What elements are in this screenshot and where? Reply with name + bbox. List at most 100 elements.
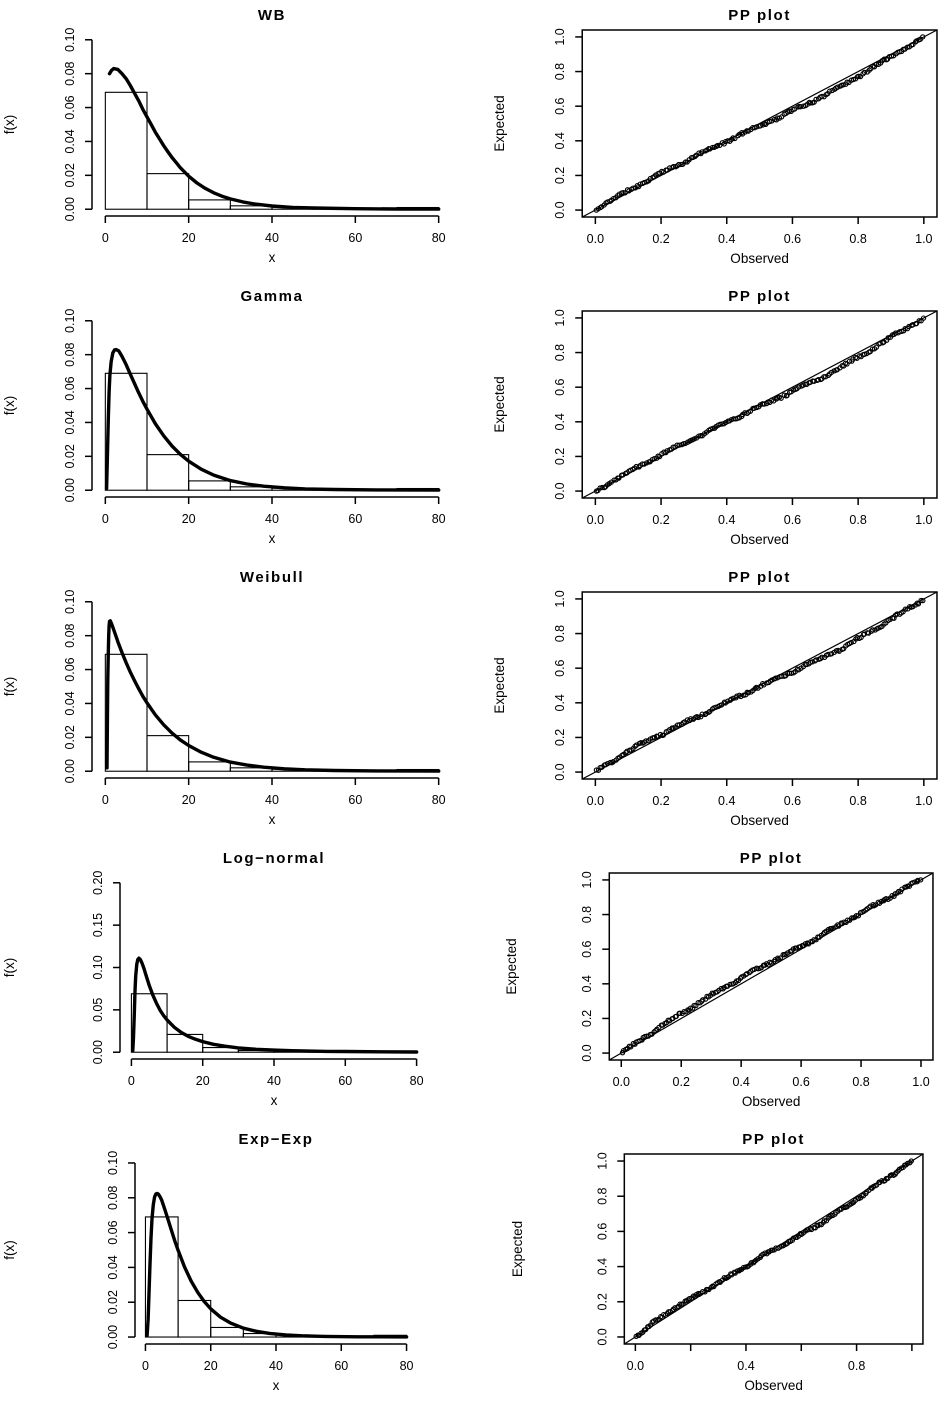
y-tick-label: 0.4 — [580, 975, 594, 992]
histogram-bar — [177, 1299, 212, 1338]
x-tick-label: 1.0 — [915, 794, 932, 808]
x-tick-label: 0.8 — [852, 1075, 869, 1089]
y-tick-label: 0.2 — [553, 448, 567, 465]
pp-point — [888, 53, 895, 59]
x-tick-label: 0.4 — [732, 1075, 749, 1089]
gamma-pp-plot: PP plot Observed Expected 0.0 0.2 0.4 0.6 0.8 1.… — [474, 281, 949, 562]
x-tick-label: 0.2 — [652, 513, 669, 527]
pp-point — [593, 767, 600, 773]
pp-point — [860, 71, 866, 77]
pp-point — [641, 179, 648, 186]
pp-point — [866, 904, 872, 911]
pp-point — [700, 997, 706, 1003]
pp-point — [834, 84, 841, 90]
pp-point — [821, 1218, 827, 1224]
y-tick-label: 0.06 — [63, 376, 77, 400]
x-tick-label: 0.0 — [613, 1075, 630, 1089]
pp-point — [630, 185, 636, 191]
pp-point — [920, 34, 926, 40]
x-tick-label: 80 — [432, 512, 446, 526]
density-curve — [105, 619, 441, 773]
plot-box — [581, 29, 938, 218]
y-tick-label: 0.00 — [63, 197, 77, 221]
plot-box — [608, 872, 934, 1061]
pp-point — [913, 320, 920, 327]
plot-title: Exp−Exp — [239, 1131, 314, 1148]
x-tick-label: 0.6 — [784, 794, 801, 808]
y-tick-label: 0.20 — [91, 871, 105, 895]
x-tick-label: 60 — [338, 1074, 352, 1088]
y-tick-label: 0.02 — [63, 725, 77, 749]
x-axis-label: Observed — [730, 532, 789, 547]
pp-point — [601, 484, 608, 491]
pp-point — [885, 1175, 891, 1182]
x-tick-label: 0 — [102, 231, 109, 245]
x-tick-label: 80 — [410, 1074, 424, 1088]
pp-point — [778, 395, 784, 401]
y-tick-label: 0.6 — [553, 659, 567, 676]
pp-point — [761, 401, 767, 407]
y-axis-label: Expected — [492, 376, 507, 432]
plot-box — [623, 1153, 924, 1345]
histogram-bar — [210, 1326, 244, 1338]
lognormal-pp-plot: PP plot Observed Expected 0.0 0.2 0.4 0.6 0.8 1.… — [474, 843, 949, 1124]
pp-point — [840, 82, 846, 88]
lognormal-density-plot: Log−normal x f(x) 0 20 40 60 80 0.00 0.05 0.10 0.15… — [0, 843, 474, 1124]
y-tick-label: 0.6 — [595, 1223, 609, 1240]
x-axis-label: Observed — [744, 1378, 803, 1393]
y-tick-label: 0.6 — [580, 940, 594, 957]
plot-title: Gamma — [240, 288, 303, 305]
pp-point — [848, 639, 854, 646]
density-curve — [104, 347, 441, 492]
pp-point — [700, 1288, 706, 1295]
x-tick-label: 0.6 — [784, 232, 801, 246]
weibull-density-plot: Weibull x f(x) 0 20 40 60 80 0.00 0.02 0.04 0.06 0.0… — [0, 562, 474, 843]
pp-point — [918, 597, 924, 604]
pp-point — [622, 190, 628, 196]
x-axis-label: x — [269, 250, 276, 265]
pp-point — [699, 149, 705, 155]
pp-point — [908, 1158, 914, 1164]
x-tick-label: 0.0 — [587, 232, 604, 246]
pp-point — [664, 448, 670, 454]
pp-point — [915, 601, 922, 607]
plot-title: PP plot — [728, 569, 791, 586]
pp-point — [674, 1305, 680, 1311]
histogram-bar — [144, 1216, 179, 1338]
x-tick-label: 0 — [142, 1359, 149, 1373]
x-tick-label: 20 — [204, 1359, 218, 1373]
weibull-density-svg: Weibull x f(x) 0 20 40 60 80 0.00 0.02 0.04 0.06 0.0… — [2, 569, 446, 827]
y-tick-label: 0.06 — [63, 657, 77, 681]
pp-point — [692, 153, 698, 160]
pp-point — [849, 915, 855, 921]
y-tick-label: 0.05 — [91, 998, 105, 1022]
histogram-bar — [146, 454, 190, 491]
plot-box — [581, 591, 938, 780]
plot-title: PP plot — [742, 1131, 805, 1148]
density-curve — [107, 66, 441, 211]
pp-point — [902, 606, 908, 612]
x-tick-label: 0.6 — [792, 1075, 809, 1089]
pp-point — [628, 1044, 634, 1050]
x-tick-label: 0.6 — [784, 513, 801, 527]
y-tick-label: 0.0 — [595, 1328, 609, 1345]
pp-point — [688, 716, 694, 722]
pp-point — [825, 651, 831, 658]
x-axis-label: x — [269, 812, 276, 827]
pp-point — [902, 325, 908, 332]
x-tick-label: 60 — [334, 1359, 348, 1373]
histogram-bar — [188, 480, 231, 491]
plot-title: WB — [258, 7, 286, 24]
pp-point — [777, 955, 784, 961]
pp-point — [695, 714, 701, 721]
y-axis-label: Expected — [504, 938, 519, 994]
y-tick-label: 0.00 — [63, 478, 77, 502]
x-axis-label: x — [273, 1378, 280, 1393]
y-tick-label: 0.6 — [553, 97, 567, 114]
pp-point — [774, 955, 781, 961]
x-tick-label: 0.8 — [849, 232, 866, 246]
y-tick-label: 0.2 — [580, 1010, 594, 1027]
x-tick-label: 20 — [182, 793, 196, 807]
y-tick-label: 0.4 — [595, 1258, 609, 1275]
expexp-pp-svg: PP plot Observed Expected 0.0 0.4 0.8 0.0 0.2 0.… — [510, 1131, 924, 1393]
